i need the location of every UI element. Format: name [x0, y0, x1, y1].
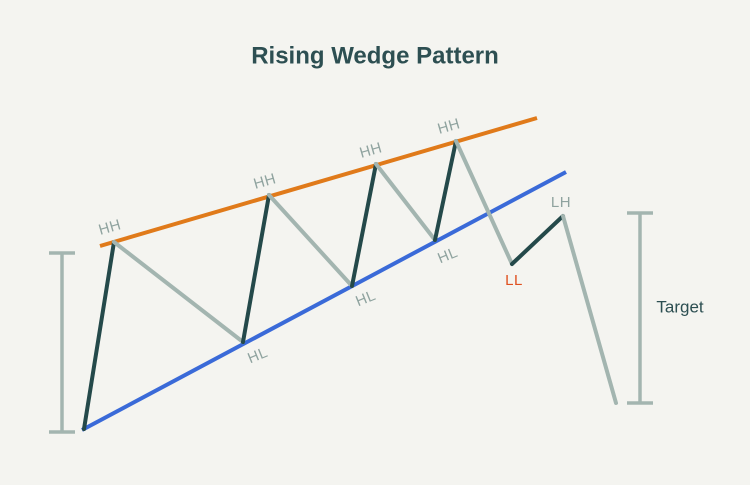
point-label: HL — [435, 244, 460, 267]
point-label: HL — [353, 287, 378, 310]
height-bracket — [49, 251, 75, 434]
point-label: HH — [97, 216, 123, 239]
down-leg — [267, 193, 354, 288]
point-label: HH — [252, 170, 278, 193]
down-leg — [454, 139, 514, 266]
up-leg — [241, 193, 271, 344]
point-label: LL — [505, 272, 523, 289]
up-leg — [350, 162, 378, 288]
point-label: HH — [358, 139, 384, 162]
target-bracket — [627, 211, 653, 405]
resistance-line — [99, 116, 538, 248]
up-leg — [433, 139, 458, 242]
up-leg — [510, 214, 565, 266]
point-label: HL — [245, 344, 270, 367]
point-label: LH — [551, 194, 571, 211]
support-line — [81, 170, 567, 432]
point-label: HH — [436, 115, 462, 138]
down-leg — [112, 240, 245, 344]
title: Rising Wedge Pattern — [251, 42, 499, 69]
down-leg — [561, 214, 618, 405]
target-label: Target — [656, 297, 704, 316]
up-leg — [82, 240, 116, 431]
down-leg — [374, 162, 437, 242]
